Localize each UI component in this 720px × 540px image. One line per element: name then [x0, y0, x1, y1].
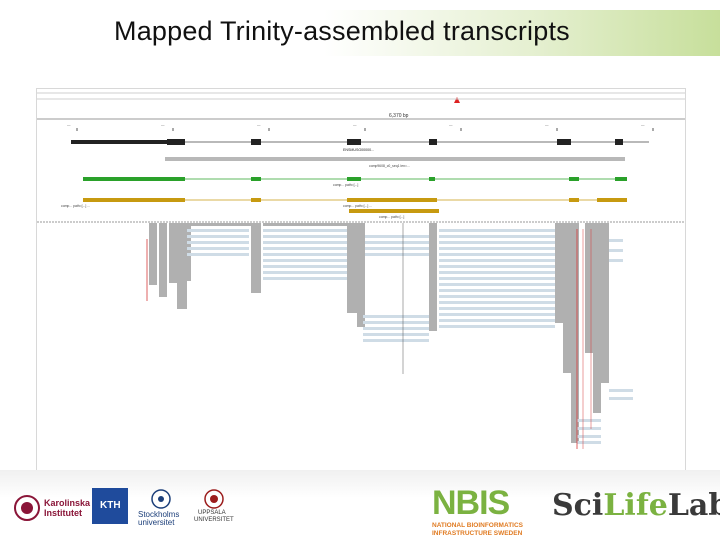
- scale-label: 6,370 bp: [389, 113, 409, 119]
- scilifelab-life: Life: [603, 488, 668, 523]
- gene-track: ENSMUSG00000...: [71, 139, 649, 152]
- igv-view: 6,370 bp — — — — — — —: [37, 92, 685, 449]
- coord-label: —: [449, 123, 453, 127]
- nbis-logo: NBIS NATIONAL BIOINFORMATICS INFRASTRUCT…: [432, 484, 542, 538]
- gene-label: ENSMUSG00000...: [343, 148, 374, 152]
- uppsala-university-logo: UPPSALA UNIVERSITET: [192, 488, 236, 526]
- nbis-sub-line-1: NATIONAL BIOINFORMATICS: [432, 522, 523, 529]
- karolinska-emblem-icon: [14, 495, 40, 521]
- coord-label: —: [641, 123, 645, 127]
- transcript-green: comp... path=[...]: [83, 177, 627, 187]
- title-bar: [0, 10, 720, 56]
- coordinate-ticks: — — — — — — —: [67, 123, 654, 131]
- scilifelab-logo: SciLifeLab: [552, 488, 720, 524]
- coord-label: —: [257, 123, 261, 127]
- nbis-sub-line-2: INFRASTRUCTURE SWEDEN: [432, 530, 523, 537]
- stockholm-crown-icon: [151, 489, 171, 509]
- transcript-gold-1: comp... path=[...] ... comp... path=[...…: [61, 198, 627, 208]
- karolinska-line-1: Karolinska: [44, 498, 91, 508]
- stockholm-university-logo: Stockholms universitet: [138, 488, 188, 527]
- track-label: comp... path=[...]: [379, 215, 404, 219]
- scilifelab-lab: Lab: [667, 488, 720, 523]
- karolinska-line-2: Institutet: [44, 508, 82, 518]
- nbis-wordmark: NBIS: [432, 484, 510, 522]
- coord-label: —: [67, 123, 71, 127]
- feature-band: [165, 157, 625, 161]
- coord-label: —: [353, 123, 357, 127]
- uppsala-line-1: UPPSALA: [198, 510, 226, 516]
- uppsala-seal-icon: [204, 489, 224, 509]
- stockholm-line-1: Stockholms: [138, 510, 180, 519]
- track-label: comp... path=[...] ...: [61, 204, 90, 208]
- kth-logo: KTH: [92, 488, 128, 524]
- coord-label: —: [161, 123, 165, 127]
- igv-genome-browser-screenshot: 6,370 bp — — — — — — —: [36, 88, 686, 482]
- aligned-reads: [146, 223, 633, 449]
- track-label: comp... path=[...]: [333, 183, 358, 187]
- scilifelab-sci: Sci: [552, 488, 604, 523]
- track-label: comp... path=[...] ...: [343, 204, 372, 208]
- uppsala-line-2: UNIVERSITET: [194, 517, 234, 523]
- stockholm-line-2: universitet: [138, 518, 175, 527]
- track-label: comp9608_c0_seq1 len=...: [369, 164, 410, 168]
- slide-title: Mapped Trinity-assembled transcripts: [114, 16, 570, 46]
- kth-label: KTH: [100, 500, 121, 511]
- locus-marker: [454, 97, 460, 103]
- karolinska-logo: Karolinska Institutet: [12, 494, 91, 522]
- transcript-gold-2: comp... path=[...]: [349, 209, 439, 219]
- coord-label: —: [545, 123, 549, 127]
